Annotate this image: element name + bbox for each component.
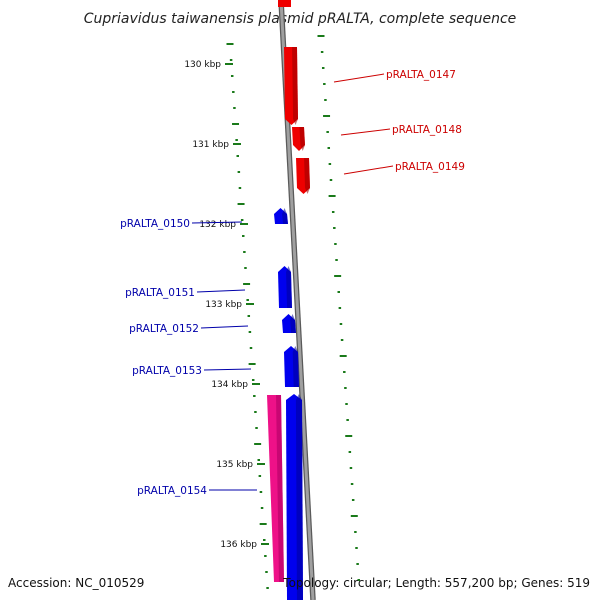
gene-leader-line xyxy=(340,128,391,136)
gene-pRALTA_0154[interactable] xyxy=(286,394,303,600)
gene-pRALTA_0152-shade xyxy=(290,314,296,333)
gene-leader-line xyxy=(200,325,249,329)
top-partial-gene xyxy=(278,0,291,7)
gene-pRALTA_0150-shade xyxy=(282,208,288,224)
gene-label-pRALTA_0153[interactable]: pRALTA_0153 xyxy=(132,365,202,377)
gene-pRALTA_0151-shade xyxy=(286,266,292,308)
gene-label-pRALTA_0148[interactable]: pRALTA_0148 xyxy=(392,124,462,136)
pink-feature-shade xyxy=(276,395,284,582)
gene-pRALTA_0153[interactable] xyxy=(284,346,299,387)
features-layer xyxy=(267,0,310,600)
gene-label-pRALTA_0154[interactable]: pRALTA_0154 xyxy=(137,485,207,497)
gene-pRALTA_0147-shade xyxy=(292,47,298,125)
gene-pRALTA_0153-shade xyxy=(292,346,299,387)
accession-text: Accession: NC_010529 xyxy=(8,576,144,590)
gene-label-pRALTA_0147[interactable]: pRALTA_0147 xyxy=(386,69,456,81)
map-title: Cupriavidus taiwanensis plasmid pRALTA, … xyxy=(84,11,517,27)
topology-text: Topology: circular; Length: 557,200 bp; … xyxy=(282,576,590,590)
gene-pRALTA_0151[interactable] xyxy=(278,266,292,308)
gene-label-pRALTA_0151[interactable]: pRALTA_0151 xyxy=(125,287,195,299)
gene-pRALTA_0149[interactable] xyxy=(296,158,310,194)
kbp-label: 132 kbp xyxy=(199,220,236,230)
gene-pRALTA_0147[interactable] xyxy=(284,47,298,125)
gene-pRALTA_0154-shade xyxy=(295,394,303,600)
gene-leader-line xyxy=(343,165,394,175)
kbp-label: 135 kbp xyxy=(216,460,253,470)
gene-leader-line xyxy=(196,289,246,293)
kbp-label: 130 kbp xyxy=(184,60,221,70)
gene-label-pRALTA_0150[interactable]: pRALTA_0150 xyxy=(120,218,190,230)
gene-pRALTA_0148-shade xyxy=(299,127,305,151)
gene-label-pRALTA_0152[interactable]: pRALTA_0152 xyxy=(129,323,199,335)
pink-feature[interactable] xyxy=(267,395,284,582)
kbp-label: 136 kbp xyxy=(220,540,257,550)
gene-pRALTA_0148[interactable] xyxy=(292,127,305,151)
labels-layer: 130 kbp 131 kbp 132 kbp 133 kbp 134 kbp 135 k… xyxy=(120,60,465,550)
kbp-label: 131 kbp xyxy=(192,140,229,150)
gene-leader-line xyxy=(333,73,385,83)
tick-dots-layer xyxy=(225,35,360,589)
gene-pRALTA_0150[interactable] xyxy=(274,208,288,224)
gene-pRALTA_0149-shade xyxy=(304,158,310,194)
kbp-label: 133 kbp xyxy=(205,300,242,310)
gene-label-pRALTA_0149[interactable]: pRALTA_0149 xyxy=(395,161,465,173)
gene-pRALTA_0152[interactable] xyxy=(282,314,296,333)
gene-leader-line xyxy=(203,368,252,371)
kbp-label: 134 kbp xyxy=(211,380,248,390)
gene-leader-line xyxy=(191,221,243,224)
